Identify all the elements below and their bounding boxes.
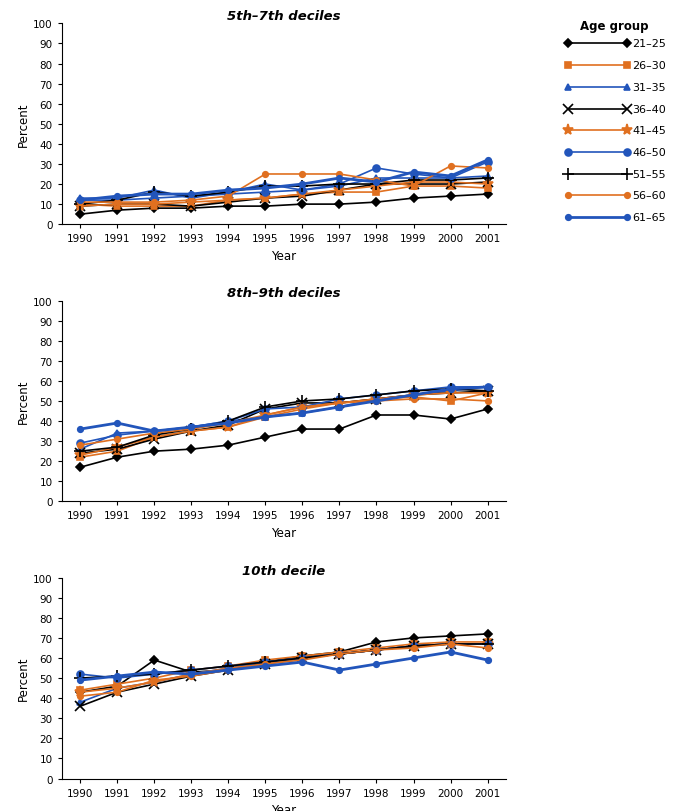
Text: 31–35: 31–35 [632, 83, 666, 92]
Text: Age group: Age group [580, 20, 648, 33]
Text: 56–60: 56–60 [632, 191, 666, 201]
X-axis label: Year: Year [272, 250, 296, 263]
Text: 46–50: 46–50 [632, 148, 666, 157]
Text: 41–45: 41–45 [632, 126, 666, 136]
Text: 61–65: 61–65 [632, 212, 666, 223]
Y-axis label: Percent: Percent [17, 380, 30, 423]
X-axis label: Year: Year [272, 526, 296, 539]
Text: 36–40: 36–40 [632, 105, 666, 114]
X-axis label: Year: Year [272, 803, 296, 811]
Title: 10th decile: 10th decile [242, 564, 326, 577]
Title: 8th–9th deciles: 8th–9th deciles [227, 287, 341, 300]
Text: 26–30: 26–30 [632, 61, 666, 71]
Text: 21–25: 21–25 [632, 40, 666, 49]
Y-axis label: Percent: Percent [17, 102, 30, 147]
Text: 51–55: 51–55 [632, 169, 666, 179]
Title: 5th–7th deciles: 5th–7th deciles [227, 11, 341, 24]
Y-axis label: Percent: Percent [17, 656, 30, 701]
